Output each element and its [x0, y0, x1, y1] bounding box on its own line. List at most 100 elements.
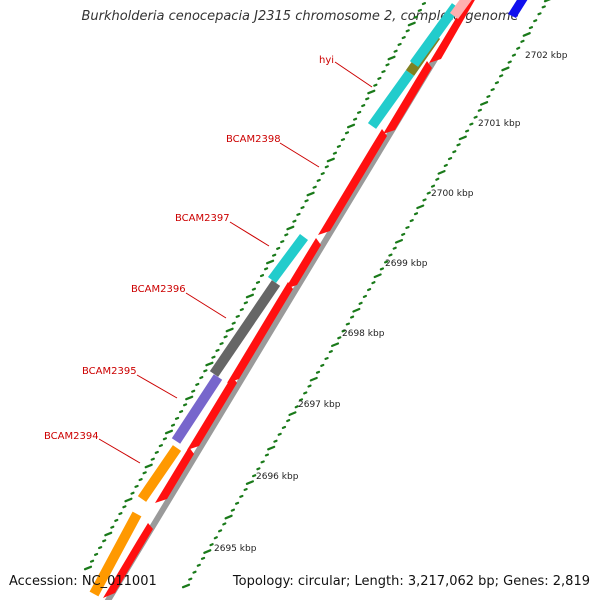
orange-gene	[137, 445, 182, 502]
minor-tick	[430, 184, 436, 188]
gene-label-group-hyi: hyi	[319, 55, 373, 88]
minor-tick	[296, 212, 301, 216]
minor-tick	[130, 491, 135, 495]
minor-tick	[243, 301, 248, 305]
minor-tick	[286, 419, 291, 423]
scale-label: 2699 kbp	[385, 259, 428, 269]
major-tick	[144, 463, 153, 469]
minor-tick	[337, 336, 342, 340]
minor-tick	[102, 539, 107, 543]
minor-tick	[191, 389, 196, 393]
minor-tick	[280, 240, 285, 244]
minor-tick	[260, 460, 265, 464]
major-tick	[266, 259, 275, 265]
minor-tick	[281, 425, 287, 429]
minor-tick	[239, 494, 244, 498]
minor-tick	[350, 315, 355, 319]
minor-tick	[528, 26, 534, 30]
minor-tick	[499, 74, 504, 78]
minor-tick	[328, 350, 333, 354]
minor-tick	[303, 391, 308, 395]
minor-tick	[315, 370, 321, 374]
scale-label: 2697 kbp	[298, 400, 341, 410]
major-tick	[286, 225, 295, 231]
minor-tick	[341, 329, 346, 333]
minor-tick	[385, 63, 390, 67]
minor-tick	[251, 287, 256, 291]
minor-tick	[477, 108, 482, 112]
minor-tick	[276, 246, 281, 250]
gene-label[interactable]: BCAM2398	[226, 134, 281, 145]
label-leader	[279, 142, 320, 168]
minor-tick	[405, 226, 410, 229]
major-tick	[224, 514, 233, 520]
minor-tick	[158, 444, 163, 448]
minor-tick	[114, 518, 119, 522]
minor-tick	[196, 563, 201, 567]
major-tick	[104, 531, 113, 537]
minor-tick	[336, 144, 341, 148]
minor-tick	[401, 36, 406, 40]
minor-tick	[259, 274, 265, 278]
minor-tick	[170, 423, 176, 427]
purple-gene	[171, 374, 223, 444]
minor-tick	[320, 172, 325, 176]
gene-label[interactable]: BCAM2396	[131, 284, 186, 295]
minor-tick	[122, 505, 127, 509]
red-gene-arrow	[155, 447, 194, 503]
minor-tick	[537, 12, 542, 16]
minor-tick	[469, 122, 474, 126]
major-tick	[83, 565, 93, 571]
accession-text: Accession: NC_011001	[9, 574, 157, 589]
cyan-gene	[267, 234, 309, 283]
minor-tick	[541, 5, 546, 9]
minor-tick	[443, 163, 448, 167]
minor-tick	[362, 294, 367, 298]
gene-label[interactable]: BCAM2394	[44, 431, 99, 442]
minor-tick	[371, 281, 376, 285]
minor-tick	[340, 138, 346, 142]
major-tick	[458, 135, 467, 141]
minor-tick	[231, 321, 236, 325]
minor-tick	[199, 376, 204, 380]
major-tick	[437, 170, 446, 175]
outer-tick-row	[181, 0, 551, 589]
minor-tick	[490, 88, 495, 92]
minor-tick	[388, 253, 393, 257]
major-tick	[309, 376, 318, 382]
minor-tick	[243, 488, 248, 491]
major-tick	[267, 445, 276, 451]
minor-tick	[142, 471, 147, 475]
major-tick	[522, 32, 531, 37]
minor-tick	[520, 39, 525, 43]
minor-tick	[235, 501, 240, 505]
minor-tick	[284, 233, 289, 237]
major-tick	[352, 307, 361, 313]
minor-tick	[401, 232, 406, 236]
minor-tick	[384, 260, 389, 264]
major-tick	[407, 21, 416, 27]
major-tick	[416, 204, 425, 210]
minor-tick	[264, 453, 269, 457]
minor-tick	[486, 94, 491, 99]
gene-label[interactable]: BCAM2397	[175, 213, 230, 224]
minor-tick	[200, 556, 206, 560]
orange-gene	[89, 511, 142, 597]
minor-tick	[298, 398, 304, 402]
gene-label[interactable]: hyi	[319, 55, 334, 66]
label-leader	[185, 292, 227, 319]
minor-tick	[397, 42, 402, 46]
gene-label[interactable]: BCAM2395	[82, 366, 137, 377]
minor-tick	[365, 97, 370, 101]
minor-tick	[273, 439, 278, 443]
minor-tick	[413, 212, 419, 216]
major-tick	[124, 497, 133, 503]
minor-tick	[307, 384, 312, 388]
minor-tick	[264, 267, 269, 271]
minor-tick	[292, 219, 297, 223]
gene-label-group-bcam2397: BCAM2397	[175, 213, 270, 247]
minor-tick	[465, 129, 470, 133]
minor-tick	[218, 529, 223, 533]
minor-tick	[174, 416, 180, 420]
map-title: Burkholderia cenocepacia J2315 chromosom…	[81, 9, 519, 24]
